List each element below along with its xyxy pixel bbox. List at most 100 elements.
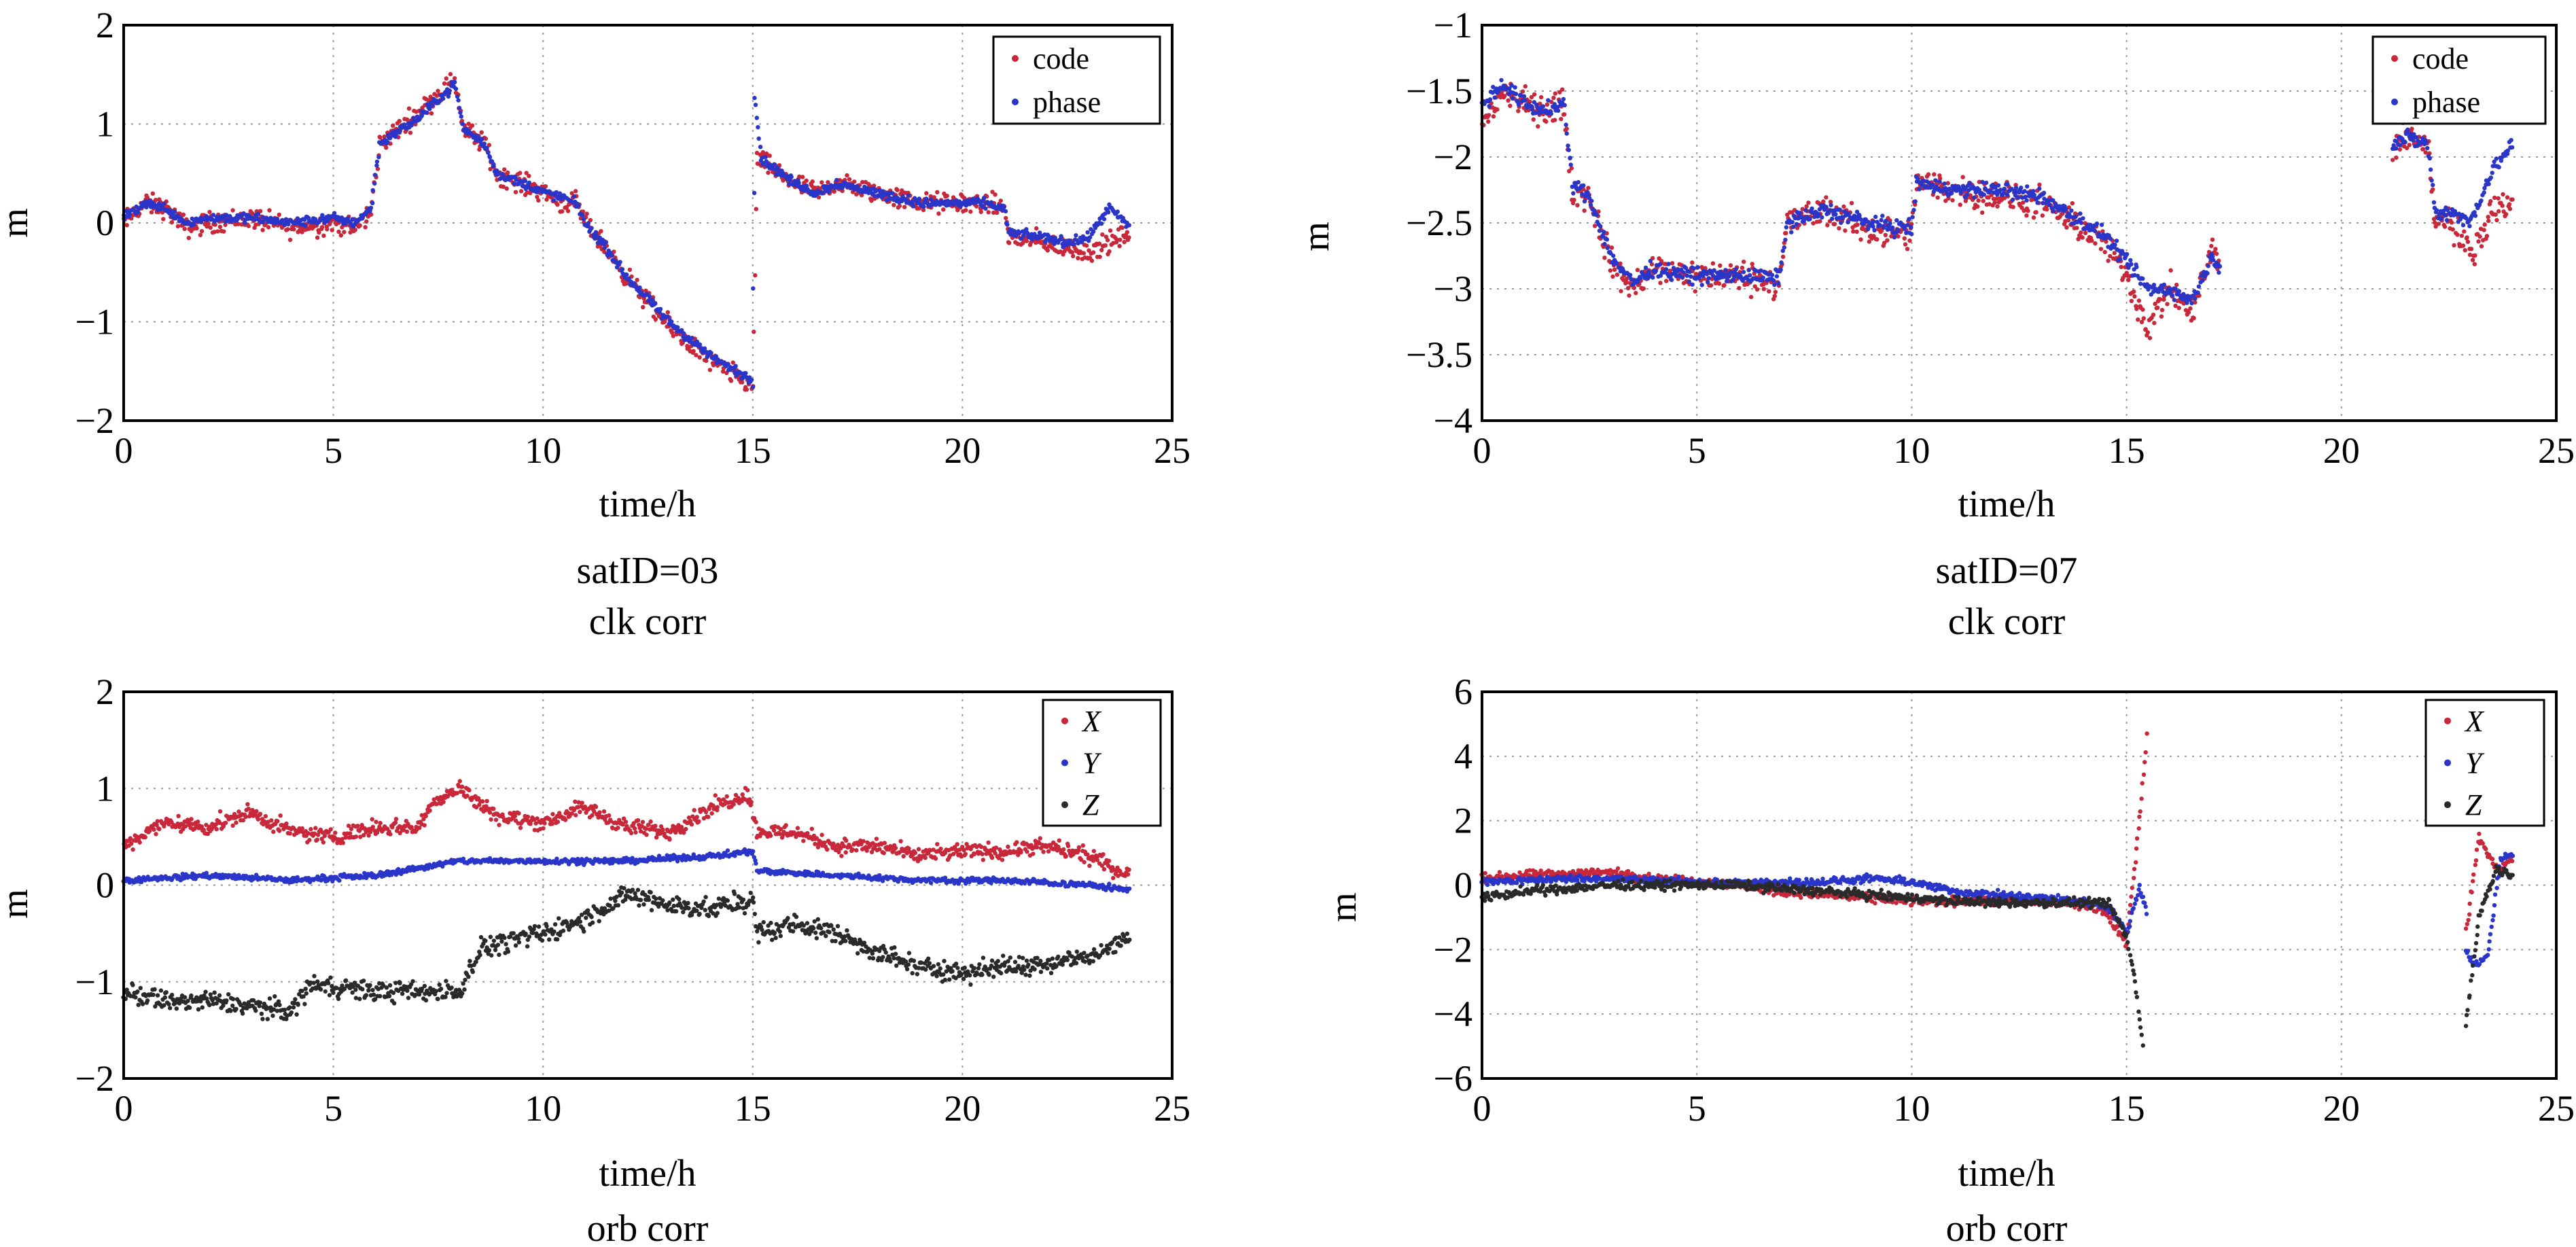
point-code — [2462, 229, 2467, 234]
point-X — [640, 820, 646, 824]
point-phase — [372, 181, 377, 186]
point-code — [2176, 306, 2181, 311]
point-phase — [1888, 221, 1892, 226]
point-code — [488, 166, 493, 172]
point-code — [1780, 254, 1786, 259]
point-phase — [2427, 156, 2432, 161]
point-code — [544, 197, 549, 202]
point-phase — [1646, 269, 1651, 274]
point-code — [2168, 268, 2173, 273]
point-code — [2165, 302, 2170, 306]
point-code — [564, 205, 569, 210]
point-phase — [1638, 275, 1643, 281]
point-code — [1045, 248, 1051, 253]
point-phase — [2394, 146, 2399, 151]
point-phase — [1091, 229, 1096, 234]
point-code — [518, 171, 523, 175]
point-phase — [283, 217, 289, 222]
y-tick-label: −1.5 — [1406, 71, 1472, 111]
point-phase — [429, 103, 435, 108]
point-code — [2119, 264, 2123, 269]
point-code — [902, 205, 907, 209]
point-code — [223, 222, 228, 228]
point-phase — [749, 377, 754, 383]
point-phase — [350, 217, 355, 222]
point-phase — [551, 198, 557, 203]
point-phase — [1704, 272, 1709, 277]
point-code — [145, 195, 150, 200]
point-phase — [702, 346, 707, 351]
point-code — [266, 225, 271, 230]
point-phase — [1666, 262, 1671, 266]
point-phase — [2443, 213, 2448, 218]
point-X — [278, 813, 283, 818]
point-X — [189, 817, 194, 822]
point-phase — [295, 216, 300, 221]
point-code — [2129, 298, 2134, 304]
point-phase — [1568, 162, 1573, 167]
point-code — [1100, 232, 1105, 237]
point-code — [968, 209, 973, 214]
point-code — [1772, 294, 1777, 298]
point-code — [978, 209, 983, 214]
point-X — [417, 826, 422, 830]
point-phase — [1911, 207, 1916, 213]
point-phase — [1727, 274, 1731, 279]
point-code — [847, 177, 852, 181]
legend-label-phase: phase — [1033, 86, 1101, 119]
point-phase — [2069, 208, 2074, 213]
point-code — [149, 210, 154, 215]
point-phase — [665, 314, 671, 319]
point-phase — [1074, 233, 1078, 238]
point-code — [1572, 198, 1576, 203]
point-phase — [1564, 122, 1568, 127]
point-X — [484, 798, 489, 804]
point-phase — [2217, 264, 2222, 269]
point-phase — [2496, 164, 2501, 170]
point-phase — [2108, 236, 2113, 241]
point-phase — [966, 198, 970, 203]
point-phase — [697, 342, 703, 347]
point-phase — [1723, 268, 1728, 273]
point-X — [898, 839, 903, 844]
point-phase — [1594, 212, 1599, 217]
point-phase — [921, 204, 926, 209]
point-X — [388, 832, 393, 837]
point-phase — [709, 351, 713, 355]
point-phase — [480, 137, 484, 141]
point-code — [2145, 330, 2150, 335]
series-phase — [122, 80, 1132, 389]
point-phase — [1492, 95, 1497, 100]
point-phase — [1913, 199, 1918, 204]
point-code — [941, 207, 946, 212]
point-code — [852, 179, 857, 184]
point-phase — [1894, 218, 1899, 223]
point-code — [1508, 103, 1513, 108]
point-code — [428, 94, 433, 99]
point-code — [1551, 95, 1556, 101]
point-code — [1824, 195, 1829, 200]
point-code — [363, 225, 368, 230]
point-code — [962, 196, 967, 200]
point-phase — [834, 177, 839, 183]
point-phase — [2431, 200, 2437, 205]
point-phase — [1487, 104, 1492, 109]
point-X — [689, 822, 694, 827]
point-phase — [2200, 278, 2205, 283]
point-phase — [2051, 209, 2056, 213]
point-code — [2132, 289, 2136, 294]
point-X — [597, 810, 602, 815]
point-X — [497, 822, 501, 828]
point-X — [555, 820, 561, 824]
point-code — [194, 226, 199, 231]
point-code — [2433, 220, 2437, 225]
point-phase — [2081, 216, 2085, 221]
point-code — [804, 178, 809, 183]
point-code — [1710, 261, 1716, 266]
legend-marker-phase — [2391, 99, 2398, 105]
point-code — [518, 189, 524, 194]
panel-subtitle: clk corr — [589, 601, 707, 643]
point-code — [260, 228, 265, 232]
point-code — [1034, 226, 1039, 231]
point-phase — [190, 216, 194, 221]
